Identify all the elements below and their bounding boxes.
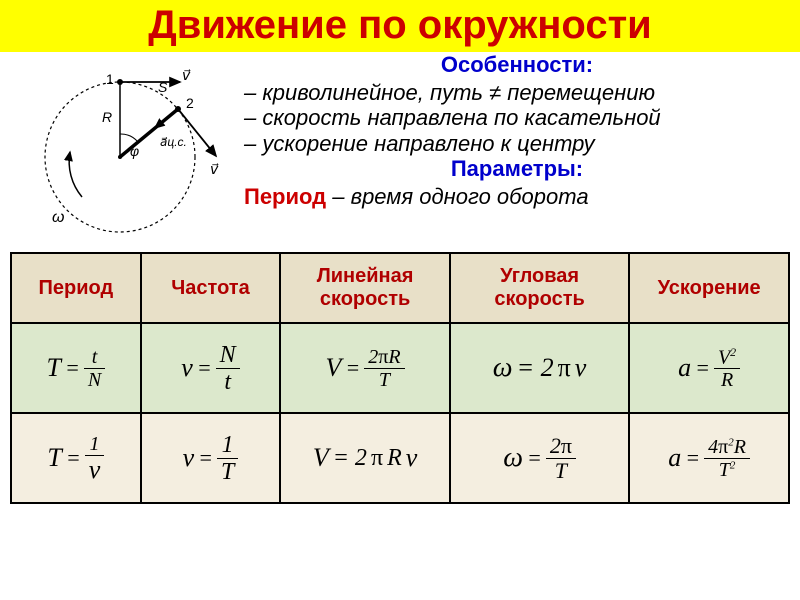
- feature-3: – ускорение направлено к центру: [244, 131, 790, 156]
- th-linear-velocity: Линейная скорость: [280, 253, 450, 323]
- title-banner: Движение по окружности: [0, 0, 800, 52]
- diagram-label-2: 2: [186, 95, 194, 111]
- diagram-label-v2: v⃗: [210, 161, 219, 177]
- th-period: Период: [11, 253, 141, 323]
- cell-w1: ω = 2πν: [450, 323, 629, 413]
- page-title: Движение по окружности: [0, 4, 800, 46]
- table-header-row: Период Частота Линейная скорость Угловая…: [11, 253, 789, 323]
- cell-T2: T = 1ν: [11, 413, 141, 503]
- feature-2: – скорость направлена по касательной: [244, 105, 790, 130]
- table-row: T = 1ν ν = 1T V = 2πRν ω = 2πT a = 4π2RT…: [11, 413, 789, 503]
- text-column: Особенности: – криволинейное, путь ≠ пер…: [240, 52, 790, 252]
- cell-V2: V = 2πRν: [280, 413, 450, 503]
- cell-a1: a = V2R: [629, 323, 789, 413]
- diagram-label-a: a⃗ц.с.: [160, 135, 187, 149]
- cell-w2: ω = 2πT: [450, 413, 629, 503]
- circular-motion-diagram: 1 v⃗ 2 v⃗ a⃗ц.с. S R φ ω: [10, 52, 230, 252]
- table-row: T = tN ν = Nt V = 2πRT ω = 2πν a = V2R: [11, 323, 789, 413]
- cell-T1: T = tN: [11, 323, 141, 413]
- content-row: 1 v⃗ 2 v⃗ a⃗ц.с. S R φ ω Особен: [0, 52, 800, 252]
- diagram-label-v1: v⃗: [182, 67, 191, 83]
- cell-nu2: ν = 1T: [141, 413, 281, 503]
- th-frequency: Частота: [141, 253, 281, 323]
- th-angular-velocity: Угловая скорость: [450, 253, 629, 323]
- diagram-label-S: S: [158, 79, 168, 95]
- cell-nu1: ν = Nt: [141, 323, 281, 413]
- diagram-label-R: R: [102, 109, 112, 125]
- cell-a2: a = 4π2RT2: [629, 413, 789, 503]
- feature-1: – криволинейное, путь ≠ перемещению: [244, 80, 790, 105]
- formula-table: Период Частота Линейная скорость Угловая…: [10, 252, 790, 504]
- period-label: Период: [244, 184, 326, 209]
- cell-V1: V = 2πRT: [280, 323, 450, 413]
- period-rest: – время одного оборота: [326, 184, 588, 209]
- diagram-label-1: 1: [106, 71, 114, 87]
- diagram-label-omega: ω: [52, 209, 64, 226]
- features-heading: Особенности:: [244, 52, 790, 78]
- params-heading: Параметры:: [244, 156, 790, 182]
- diagram-label-phi: φ: [130, 143, 139, 159]
- diagram-column: 1 v⃗ 2 v⃗ a⃗ц.с. S R φ ω: [10, 52, 240, 252]
- th-acceleration: Ускорение: [629, 253, 789, 323]
- period-definition: Период – время одного оборота: [244, 184, 790, 210]
